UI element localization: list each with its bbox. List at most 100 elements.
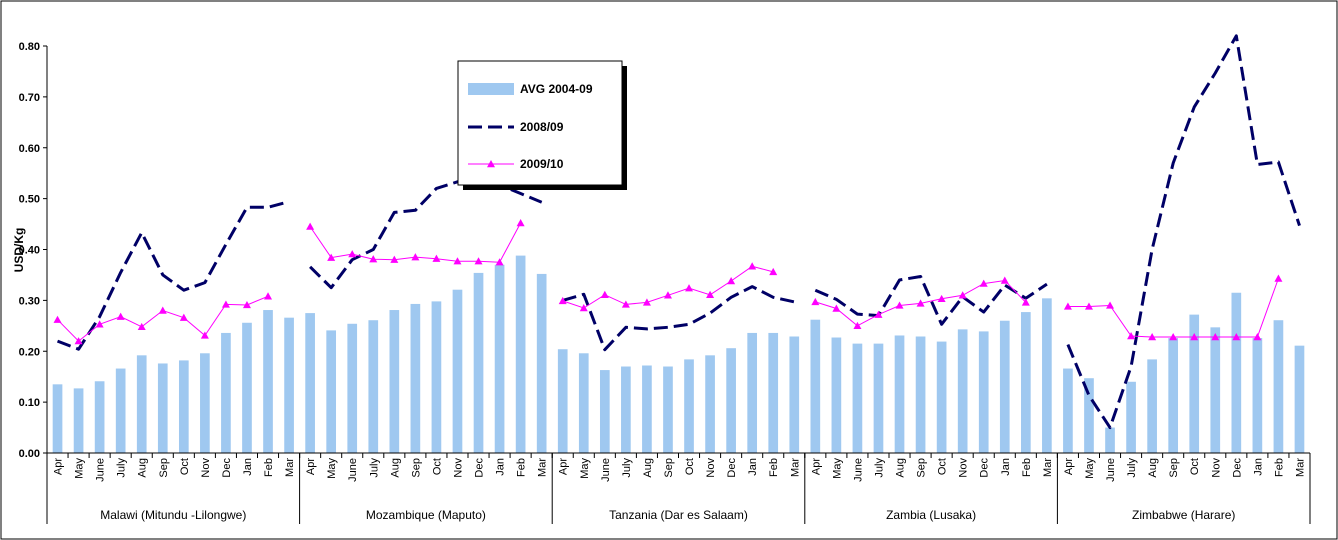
series-point-2009-10	[1169, 333, 1178, 341]
series-point-2009-10	[621, 300, 630, 308]
x-month-label: May	[74, 458, 86, 479]
x-month-label: Aug	[642, 458, 654, 478]
bar	[578, 353, 589, 453]
bar	[621, 366, 631, 453]
x-month-label: Feb	[1273, 458, 1285, 477]
x-month-label: Nov	[1210, 458, 1222, 478]
x-month-label: Apr	[305, 458, 317, 475]
series-point-2009-10	[1106, 301, 1115, 309]
bar	[1084, 378, 1094, 453]
x-month-label: Aug	[137, 458, 149, 478]
x-month-label: Mar	[537, 458, 549, 477]
x-month-label: Jan	[495, 458, 507, 476]
bar	[1105, 427, 1115, 453]
x-month-label: June	[347, 458, 359, 482]
x-month-label: Jan	[242, 458, 254, 476]
y-tick-label: 0.50	[19, 194, 40, 206]
x-month-label: Sep	[158, 458, 170, 478]
series-point-2009-10	[1211, 333, 1220, 341]
legend-label-avg: AVG 2004-09	[520, 82, 593, 96]
bar	[136, 355, 147, 453]
bar	[915, 336, 926, 453]
series-point-2009-10	[937, 294, 946, 303]
bar	[831, 337, 842, 453]
bar	[1168, 338, 1179, 453]
x-month-label: Sep	[916, 458, 928, 478]
x-month-label: Jan	[747, 458, 759, 476]
bar	[389, 310, 400, 453]
bar	[852, 343, 863, 453]
bar	[978, 331, 989, 453]
series-point-2009-10	[727, 277, 736, 285]
x-month-label: Dec	[221, 458, 233, 478]
x-month-label: July	[1126, 458, 1138, 478]
bar	[157, 363, 168, 453]
series-point-2009-10	[369, 255, 378, 263]
x-month-label: Feb	[768, 458, 780, 477]
bar	[1189, 314, 1200, 453]
bar	[684, 359, 694, 453]
bar	[642, 365, 652, 453]
x-month-label: May	[831, 458, 843, 479]
bar	[515, 255, 526, 453]
series-point-2009-10	[474, 257, 483, 265]
series-line-2008-09	[814, 275, 1048, 326]
x-month-label: Aug	[1147, 458, 1159, 478]
series-point-2009-10	[348, 250, 357, 258]
x-month-label: July	[116, 458, 128, 478]
bar	[599, 370, 610, 453]
bar	[789, 336, 800, 453]
bar	[747, 332, 758, 453]
series-point-2009-10	[1190, 333, 1199, 341]
legend-label-2008: 2008/09	[520, 120, 564, 134]
x-month-label: Sep	[1168, 458, 1180, 478]
series-point-2009-10	[811, 297, 820, 306]
x-month-label: July	[621, 458, 633, 478]
legend: AVG 2004-09 2008/09 2009/10	[457, 60, 627, 190]
bar	[873, 343, 884, 453]
series-point-2009-10	[600, 290, 609, 298]
x-month-label: May	[579, 458, 591, 479]
series-point-2009-10	[979, 279, 988, 287]
bar	[52, 384, 63, 453]
bar	[1020, 312, 1031, 453]
series-point-2009-10	[95, 320, 104, 328]
x-month-label: Apr	[558, 458, 570, 475]
x-month-label: Apr	[810, 458, 822, 475]
series-point-2009-10	[200, 331, 209, 339]
x-month-label: Mar	[789, 458, 801, 477]
axes-layer: 0.00 0.10 0.20 0.30 0.40 0.50 0.60 0.70 0.80 Apr M…	[12, 41, 1311, 524]
bar	[663, 366, 673, 453]
x-month-label: May	[326, 458, 338, 479]
legend-marker-2009	[487, 160, 495, 168]
y-tick-label: 0.20	[19, 346, 40, 358]
series-point-2009-10	[1021, 298, 1030, 306]
bar	[536, 273, 547, 453]
y-tick-label: 0.70	[19, 92, 40, 104]
series-point-2009-10	[1000, 276, 1009, 284]
series-point-2009-10	[1253, 333, 1262, 341]
bar	[1273, 320, 1284, 453]
series-point-2009-10	[242, 300, 251, 309]
series-line-2008-09	[562, 285, 795, 352]
series-point-2009-10	[916, 299, 925, 307]
y-axis-label: USD/Kg	[12, 228, 26, 273]
bar	[284, 317, 294, 453]
series-point-2009-10	[1127, 331, 1136, 340]
bar	[1063, 368, 1073, 453]
x-month-label: Nov	[200, 458, 212, 478]
y-tick-label: 0.00	[19, 448, 40, 460]
series-point-2009-10	[390, 255, 399, 263]
bar	[94, 381, 105, 453]
x-month-label: Apr	[1063, 458, 1075, 475]
series-point-2009-10	[1232, 333, 1241, 341]
x-month-label: June	[852, 458, 864, 482]
bar	[1252, 338, 1263, 453]
x-month-label: Apr	[53, 458, 65, 475]
bar	[494, 264, 505, 453]
series-point-2009-10	[158, 306, 167, 314]
series-point-2009-10	[895, 301, 904, 309]
series-point-2009-10	[411, 253, 420, 261]
series-point-2009-10	[958, 291, 967, 299]
